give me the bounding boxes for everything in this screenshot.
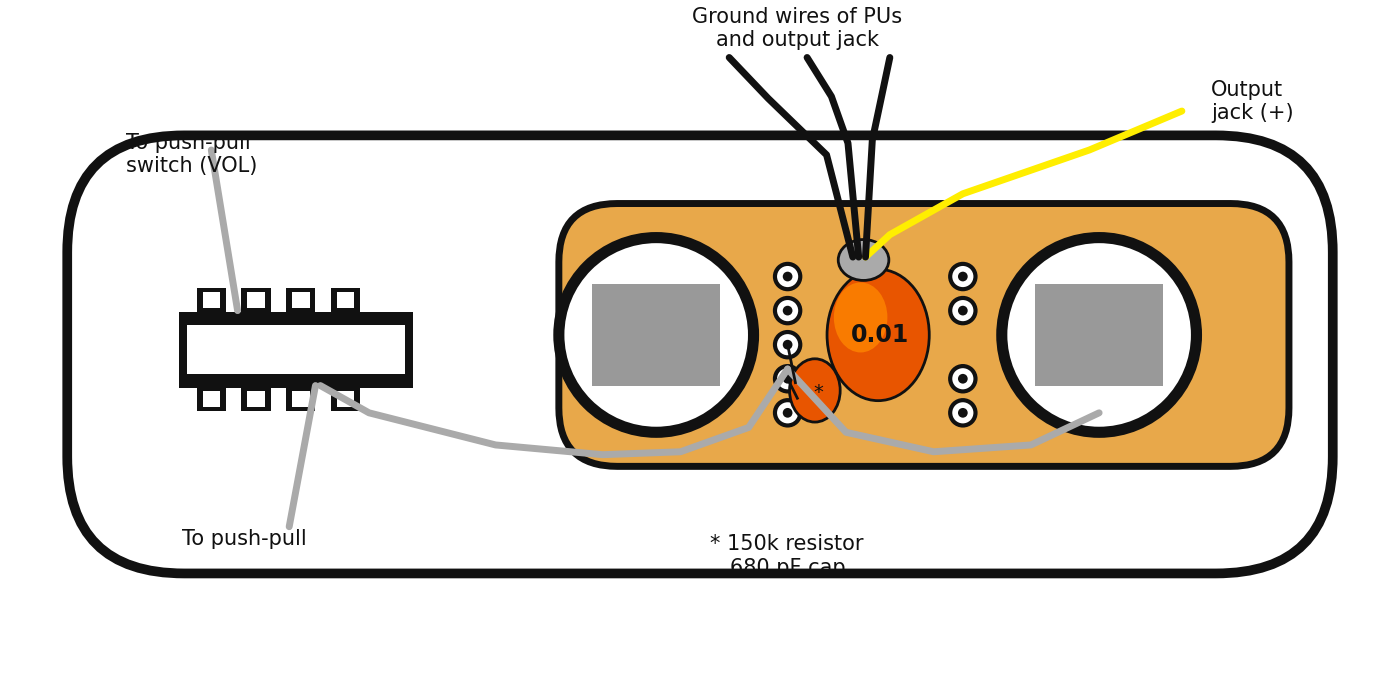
Bar [188,326,405,374]
Bar [293,391,309,407]
Circle shape [958,408,967,418]
Bar [592,284,721,386]
Bar [241,386,270,411]
Bar [330,386,360,411]
Circle shape [776,264,801,289]
Circle shape [776,332,801,357]
FancyBboxPatch shape [67,135,1333,573]
Text: * 150k resistor
   680 pF cap: * 150k resistor 680 pF cap [710,534,864,578]
Circle shape [559,237,753,433]
Circle shape [951,264,976,289]
Bar [337,292,354,308]
Circle shape [776,400,801,426]
Circle shape [783,306,792,316]
Ellipse shape [839,239,889,281]
Bar [197,288,225,314]
Text: Output
jack (+): Output jack (+) [1211,80,1294,123]
Text: 0.01: 0.01 [851,323,909,347]
Circle shape [958,306,967,316]
Circle shape [1002,237,1197,433]
Bar [179,312,413,388]
FancyBboxPatch shape [559,204,1289,466]
Circle shape [951,366,976,391]
Bar [248,391,265,407]
Bar [330,288,360,314]
Circle shape [776,366,801,391]
Text: To push-pull: To push-pull [182,529,307,550]
Ellipse shape [834,282,888,353]
Text: Ground wires of PUs
and output jack: Ground wires of PUs and output jack [692,6,903,50]
Bar [203,292,220,308]
Text: *: * [813,383,823,402]
Circle shape [783,374,792,384]
Text: To push-pull
switch (VOL): To push-pull switch (VOL) [126,133,258,176]
Ellipse shape [827,270,930,400]
Circle shape [951,298,976,323]
Circle shape [783,272,792,281]
Ellipse shape [790,359,840,422]
Bar [293,292,309,308]
Bar [248,292,265,308]
Circle shape [951,400,976,426]
Bar [203,391,220,407]
Bar [286,288,315,314]
Bar [337,391,354,407]
Bar [197,386,225,411]
Circle shape [783,340,792,349]
Circle shape [958,374,967,384]
Bar [241,288,270,314]
Circle shape [783,408,792,418]
Bar [286,386,315,411]
Bar [1035,284,1163,386]
Circle shape [958,272,967,281]
Circle shape [776,298,801,323]
